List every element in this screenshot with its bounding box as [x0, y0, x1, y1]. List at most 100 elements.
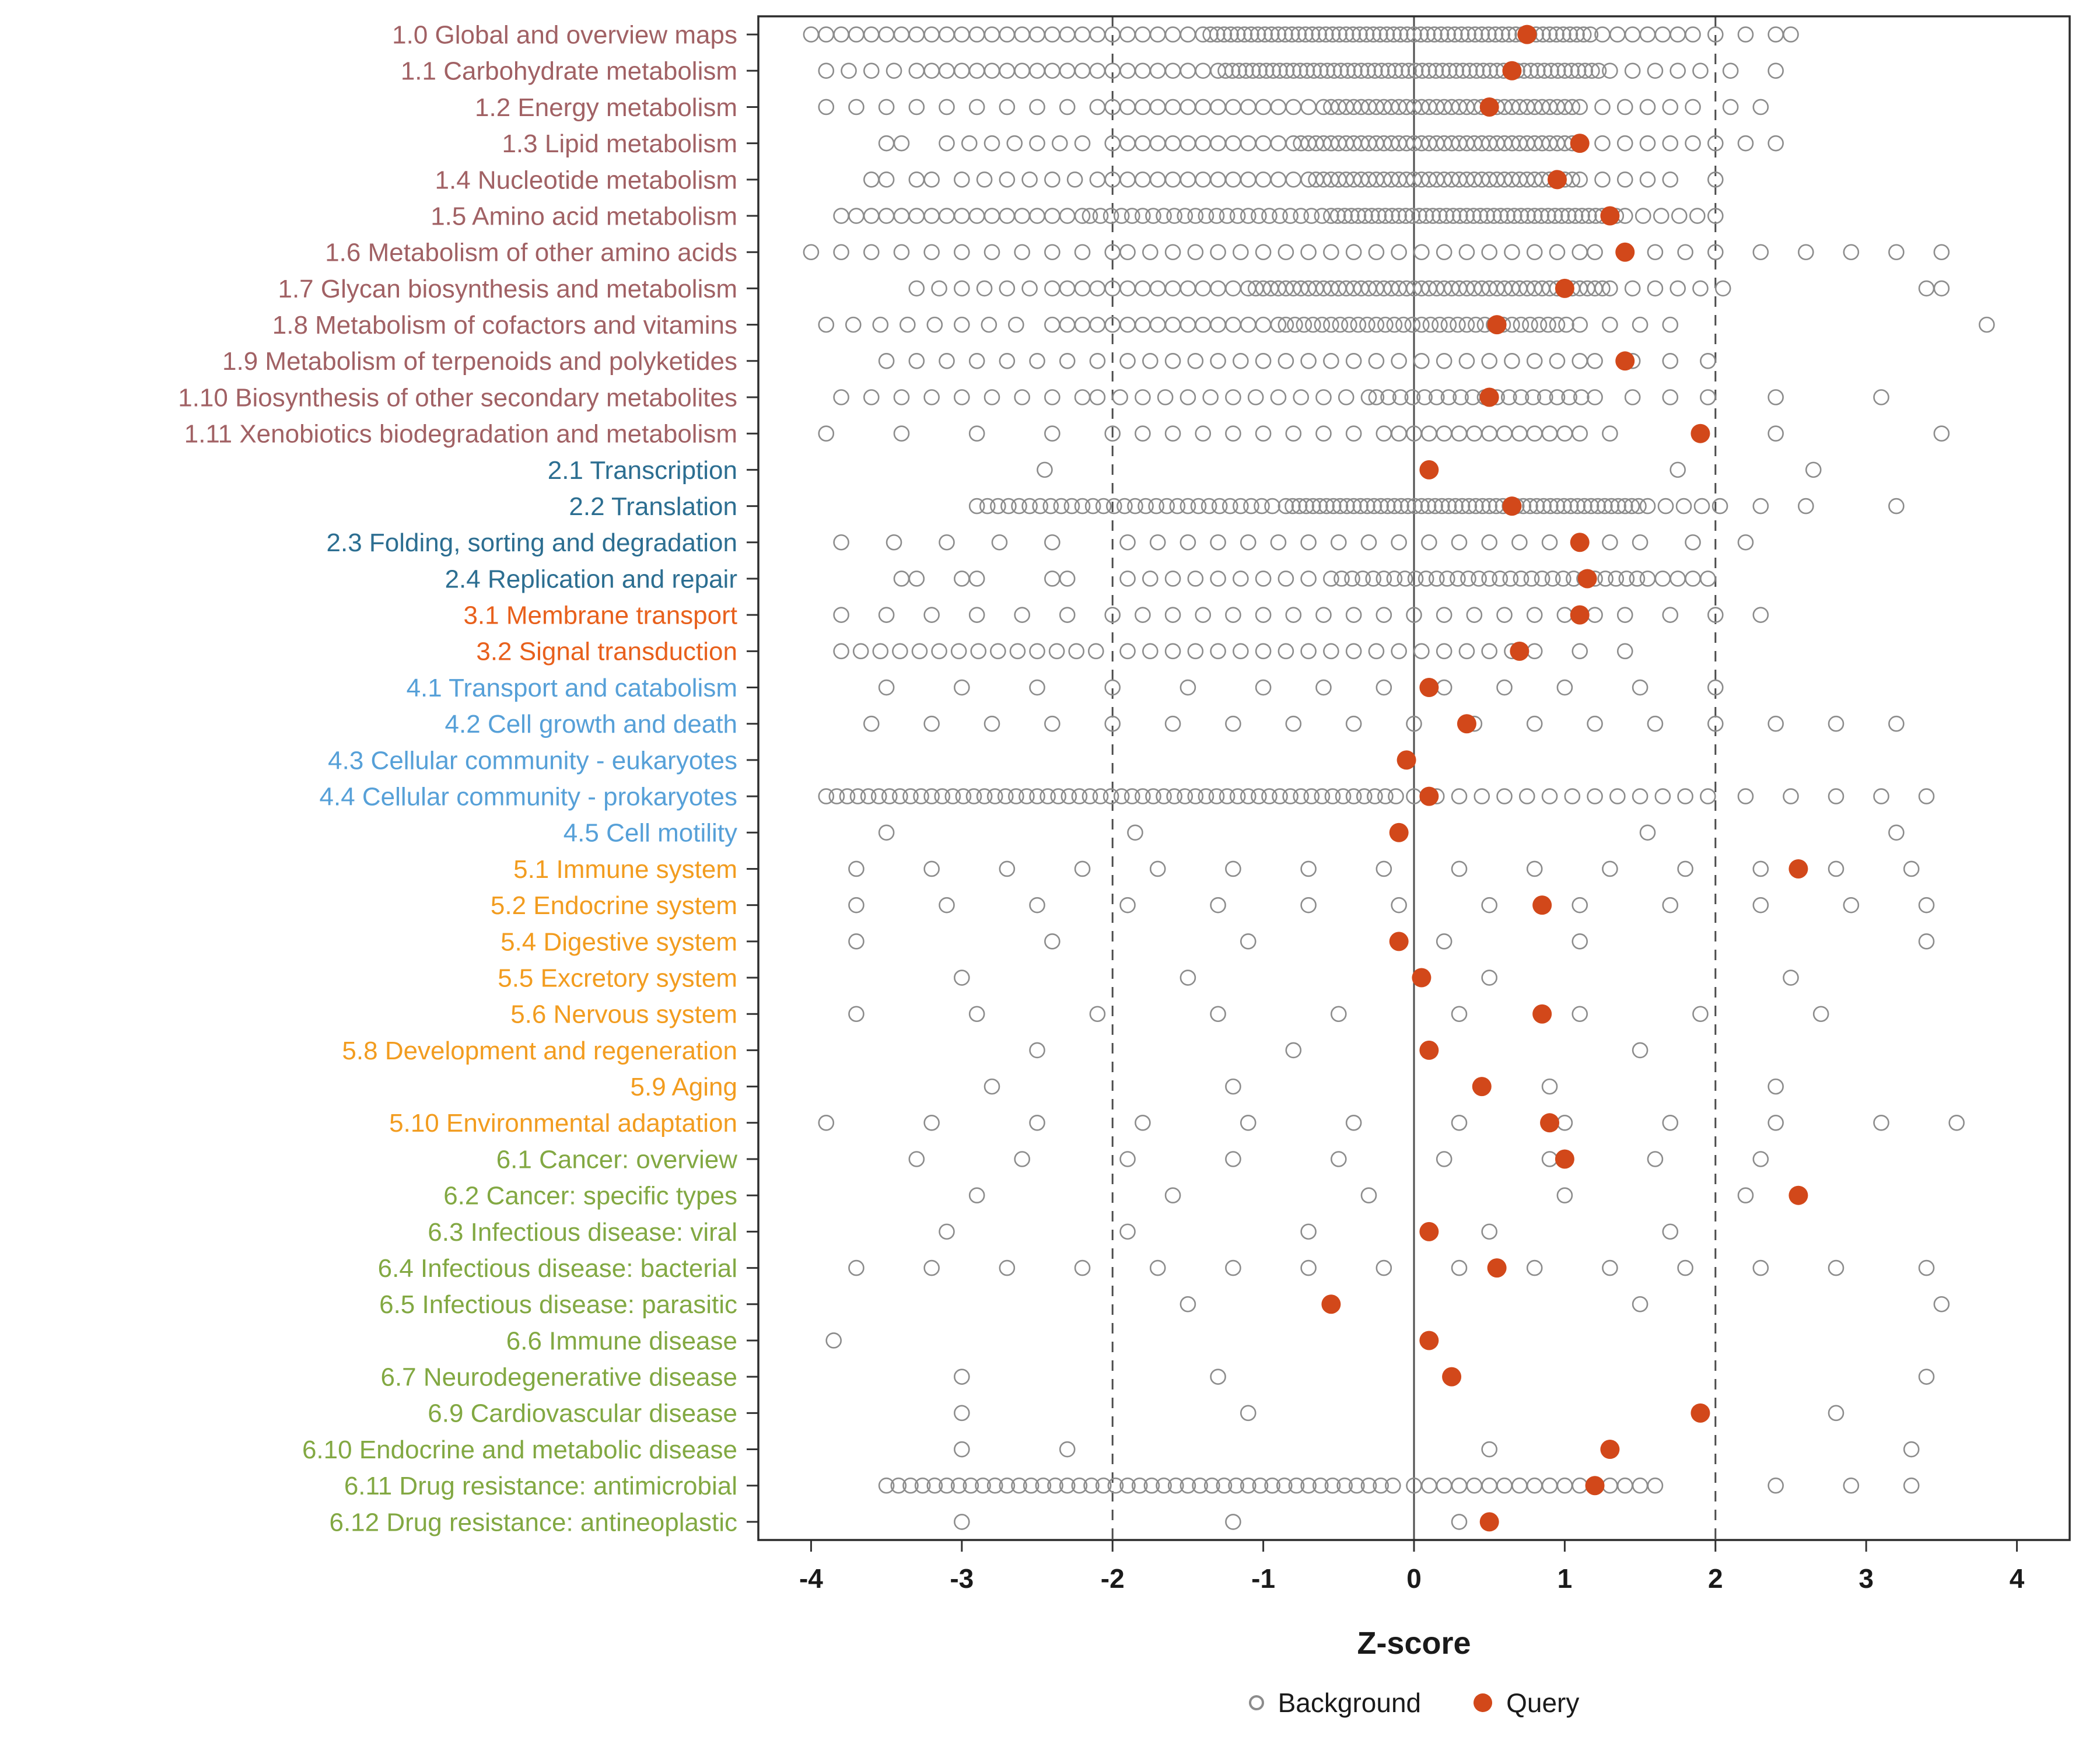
background-point	[1050, 788, 1066, 804]
background-point	[1458, 208, 1475, 224]
category-label: 3.2 Signal transduction	[476, 638, 737, 666]
background-point	[1416, 389, 1433, 405]
background-point	[1278, 498, 1294, 514]
background-point	[1440, 389, 1457, 405]
background-point	[1647, 62, 1664, 79]
background-point	[1513, 570, 1530, 587]
query-point	[1442, 1367, 1462, 1387]
background-point	[1365, 26, 1382, 43]
background-point	[1345, 26, 1362, 43]
background-point	[1639, 135, 1656, 152]
background-point	[975, 1477, 991, 1494]
background-point	[1210, 244, 1226, 261]
background-point	[1044, 244, 1060, 261]
background-point	[848, 1259, 864, 1276]
background-point	[1707, 208, 1724, 224]
category-label: 5.10 Environmental adaptation	[389, 1109, 737, 1138]
background-point	[1542, 498, 1559, 514]
background-point	[1270, 389, 1287, 405]
background-point	[1406, 715, 1422, 732]
background-point	[1009, 643, 1026, 660]
background-point	[1324, 1477, 1341, 1494]
background-point	[1180, 389, 1196, 405]
background-point	[1496, 788, 1513, 804]
background-point	[1298, 62, 1315, 79]
background-point	[1166, 208, 1182, 224]
background-point	[968, 1187, 985, 1203]
background-point	[1142, 244, 1158, 261]
background-point	[1843, 244, 1860, 261]
background-point	[1590, 498, 1606, 514]
background-point	[1285, 715, 1302, 732]
category-label: 6.6 Immune disease	[506, 1326, 737, 1355]
background-point	[1414, 62, 1431, 79]
background-point	[872, 316, 889, 333]
background-point	[1198, 788, 1214, 804]
background-point	[1303, 208, 1320, 224]
background-point	[1377, 316, 1394, 333]
background-point	[1265, 62, 1282, 79]
background-point	[1472, 208, 1489, 224]
background-point	[981, 316, 998, 333]
background-point	[878, 824, 895, 841]
background-point	[1555, 26, 1572, 43]
background-point	[849, 788, 866, 804]
background-point	[1561, 389, 1577, 405]
background-point	[1434, 62, 1451, 79]
background-point	[1231, 62, 1248, 79]
background-point	[1195, 607, 1212, 623]
background-point	[1392, 389, 1409, 405]
category-label: 6.4 Infectious disease: bacterial	[378, 1254, 737, 1283]
background-point	[1768, 1477, 1784, 1494]
background-point	[1812, 1006, 1829, 1023]
background-point	[1251, 62, 1268, 79]
background-point	[1305, 316, 1321, 333]
background-point	[1562, 498, 1579, 514]
background-point	[1367, 788, 1383, 804]
background-point	[913, 788, 929, 804]
background-point	[1074, 1259, 1091, 1276]
background-point	[1564, 788, 1581, 804]
background-point	[1692, 280, 1709, 297]
background-point	[1164, 715, 1181, 732]
background-point	[1300, 353, 1317, 369]
query-point	[1570, 134, 1590, 153]
background-point	[1466, 607, 1483, 623]
background-point	[1647, 715, 1664, 732]
background-point	[841, 62, 857, 79]
background-point-icon	[1248, 1695, 1264, 1710]
query-point-icon	[1474, 1693, 1493, 1712]
background-point	[1138, 498, 1154, 514]
background-point	[1377, 208, 1394, 224]
background-point	[1580, 208, 1597, 224]
background-point	[1536, 62, 1553, 79]
background-point	[1083, 1477, 1100, 1494]
background-point	[1029, 1042, 1045, 1059]
background-point	[1332, 62, 1349, 79]
background-point	[1044, 425, 1060, 442]
background-point	[1359, 498, 1376, 514]
background-point	[1556, 1187, 1573, 1203]
background-point	[1903, 1477, 1920, 1494]
background-point	[1534, 570, 1550, 587]
background-point	[1345, 244, 1362, 261]
background-point	[1346, 62, 1363, 79]
background-point	[1544, 570, 1561, 587]
background-point	[908, 570, 925, 587]
background-point	[1675, 498, 1692, 514]
background-point	[1135, 425, 1151, 442]
background-point	[863, 389, 880, 405]
background-point	[1063, 498, 1080, 514]
background-point	[1331, 534, 1347, 551]
background-point	[1277, 26, 1293, 43]
x-tick-label: -4	[799, 1563, 823, 1594]
background-point	[954, 280, 970, 297]
background-point	[1074, 135, 1091, 152]
background-point	[1082, 208, 1098, 224]
background-point	[1258, 62, 1275, 79]
background-point	[939, 1477, 955, 1494]
background-point	[1238, 62, 1254, 79]
background-point	[961, 135, 978, 152]
query-point	[1517, 24, 1537, 44]
